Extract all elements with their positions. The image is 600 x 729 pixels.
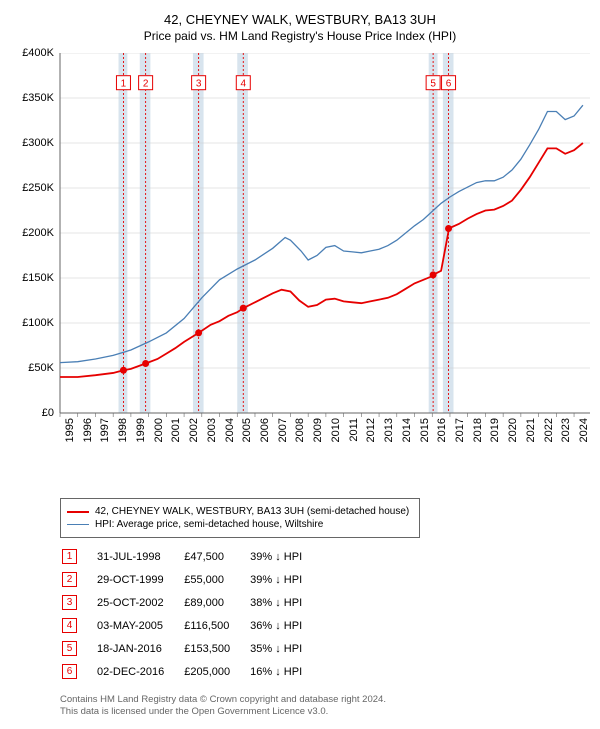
x-tick-label: 2014	[401, 418, 413, 442]
x-tick-label: 2020	[507, 418, 519, 442]
x-tick-label: 2016	[436, 418, 448, 442]
chart-title: 42, CHEYNEY WALK, WESTBURY, BA13 3UH	[10, 12, 590, 27]
event-row: 6 02-DEC-2016£205,00016% ↓ HPI	[62, 661, 320, 682]
y-tick-label: £300K	[4, 137, 54, 149]
event-marker: 1	[62, 549, 77, 564]
x-tick-label: 2015	[419, 418, 431, 442]
attribution-text: Contains HM Land Registry data © Crown c…	[60, 694, 590, 719]
y-tick-label: £100K	[4, 317, 54, 329]
event-diff: 36% ↓ HPI	[250, 615, 320, 636]
y-tick-label: £150K	[4, 272, 54, 284]
x-tick-label: 1998	[117, 418, 129, 442]
x-tick-label: 2024	[578, 418, 590, 442]
svg-text:5: 5	[430, 79, 436, 90]
legend-label: HPI: Average price, semi-detached house,…	[95, 519, 323, 530]
x-tick-label: 2004	[224, 418, 236, 442]
x-tick-label: 2019	[489, 418, 501, 442]
legend-item: HPI: Average price, semi-detached house,…	[67, 518, 413, 531]
attribution-line1: Contains HM Land Registry data © Crown c…	[60, 694, 590, 706]
x-tick-label: 2008	[294, 418, 306, 442]
svg-text:1: 1	[121, 79, 127, 90]
events-table: 1 31-JUL-1998£47,50039% ↓ HPI 2 29-OCT-1999…	[60, 544, 322, 684]
event-diff: 39% ↓ HPI	[250, 569, 320, 590]
chart-subtitle: Price paid vs. HM Land Registry's House …	[10, 29, 590, 43]
x-tick-label: 2012	[365, 418, 377, 442]
svg-text:4: 4	[241, 79, 247, 90]
event-price: £153,500	[184, 638, 248, 659]
event-price: £116,500	[184, 615, 248, 636]
legend-item: 42, CHEYNEY WALK, WESTBURY, BA13 3UH (se…	[67, 505, 413, 518]
x-tick-label: 1996	[82, 418, 94, 442]
x-tick-label: 2022	[543, 418, 555, 442]
event-price: £55,000	[184, 569, 248, 590]
x-tick-label: 1995	[64, 418, 76, 442]
x-tick-label: 2006	[259, 418, 271, 442]
y-tick-label: £350K	[4, 92, 54, 104]
attribution-line2: This data is licensed under the Open Gov…	[60, 706, 590, 718]
event-date: 18-JAN-2016	[97, 638, 182, 659]
event-marker: 2	[62, 572, 77, 587]
event-diff: 39% ↓ HPI	[250, 546, 320, 567]
y-tick-label: £400K	[4, 47, 54, 59]
event-date: 03-MAY-2005	[97, 615, 182, 636]
x-tick-label: 2023	[560, 418, 572, 442]
x-tick-label: 2011	[348, 418, 360, 442]
event-diff: 16% ↓ HPI	[250, 661, 320, 682]
x-tick-label: 2009	[312, 418, 324, 442]
x-tick-label: 2010	[330, 418, 342, 442]
event-marker: 5	[62, 641, 77, 656]
x-tick-label: 2017	[454, 418, 466, 442]
event-row: 3 25-OCT-2002£89,00038% ↓ HPI	[62, 592, 320, 613]
event-marker: 6	[62, 664, 77, 679]
event-date: 31-JUL-1998	[97, 546, 182, 567]
x-tick-label: 2018	[472, 418, 484, 442]
svg-text:2: 2	[143, 79, 149, 90]
event-diff: 38% ↓ HPI	[250, 592, 320, 613]
x-tick-label: 1997	[99, 418, 111, 442]
event-row: 2 29-OCT-1999£55,00039% ↓ HPI	[62, 569, 320, 590]
event-date: 02-DEC-2016	[97, 661, 182, 682]
x-tick-label: 2000	[153, 418, 165, 442]
y-tick-label: £50K	[4, 362, 54, 374]
event-diff: 35% ↓ HPI	[250, 638, 320, 659]
event-price: £205,000	[184, 661, 248, 682]
y-tick-label: £250K	[4, 182, 54, 194]
x-tick-label: 2007	[277, 418, 289, 442]
chart-svg: 1 2 3 4 56	[10, 53, 590, 453]
price-chart: 123456 £0£50K£100K£150K£200K£250K£300K£3…	[10, 53, 590, 453]
event-date: 29-OCT-1999	[97, 569, 182, 590]
y-tick-label: £200K	[4, 227, 54, 239]
event-row: 4 03-MAY-2005£116,50036% ↓ HPI	[62, 615, 320, 636]
x-tick-label: 2021	[525, 418, 537, 442]
event-row: 5 18-JAN-2016£153,50035% ↓ HPI	[62, 638, 320, 659]
svg-text:3: 3	[196, 79, 202, 90]
y-tick-label: £0	[4, 407, 54, 419]
event-marker: 4	[62, 618, 77, 633]
event-price: £47,500	[184, 546, 248, 567]
x-tick-label: 2001	[170, 418, 182, 442]
legend-label: 42, CHEYNEY WALK, WESTBURY, BA13 3UH (se…	[95, 506, 409, 517]
x-tick-label: 1999	[135, 418, 147, 442]
event-row: 1 31-JUL-1998£47,50039% ↓ HPI	[62, 546, 320, 567]
x-tick-label: 2002	[188, 418, 200, 442]
chart-legend: 42, CHEYNEY WALK, WESTBURY, BA13 3UH (se…	[60, 498, 420, 538]
legend-swatch	[67, 511, 89, 513]
legend-swatch	[67, 524, 89, 525]
x-tick-label: 2013	[383, 418, 395, 442]
x-tick-label: 2003	[206, 418, 218, 442]
x-tick-label: 2005	[241, 418, 253, 442]
event-marker: 3	[62, 595, 77, 610]
event-price: £89,000	[184, 592, 248, 613]
svg-text:6: 6	[446, 79, 452, 90]
event-date: 25-OCT-2002	[97, 592, 182, 613]
